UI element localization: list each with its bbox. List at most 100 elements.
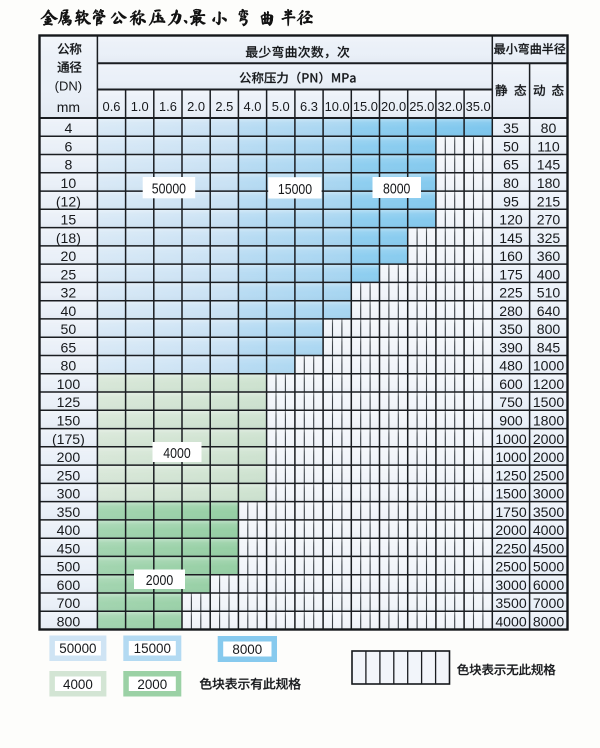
svg-text:480: 480: [499, 358, 523, 374]
svg-text:95: 95: [503, 193, 519, 209]
svg-text:350: 350: [499, 321, 523, 337]
svg-text:(18): (18): [56, 230, 81, 246]
svg-text:125: 125: [57, 394, 81, 410]
svg-text:1750: 1750: [495, 504, 527, 520]
svg-text:2000: 2000: [495, 522, 527, 538]
svg-text:200: 200: [57, 449, 81, 465]
svg-text:20: 20: [61, 248, 77, 264]
svg-text:3000: 3000: [495, 577, 527, 593]
svg-text:35.0: 35.0: [466, 99, 491, 114]
svg-text:800: 800: [57, 613, 81, 629]
svg-text:700: 700: [57, 595, 81, 611]
svg-text:600: 600: [57, 577, 81, 593]
svg-text:4: 4: [64, 120, 72, 136]
svg-text:2000: 2000: [533, 431, 565, 447]
svg-text:640: 640: [537, 303, 561, 319]
svg-text:50: 50: [61, 321, 77, 337]
svg-text:4000: 4000: [533, 522, 565, 538]
svg-text:500: 500: [57, 559, 81, 575]
svg-text:180: 180: [537, 175, 561, 191]
svg-text:2.5: 2.5: [215, 99, 233, 114]
svg-text:800: 800: [537, 321, 561, 337]
svg-text:65: 65: [503, 157, 519, 173]
svg-text:2.0: 2.0: [187, 99, 205, 114]
svg-text:110: 110: [537, 139, 560, 155]
svg-text:175: 175: [499, 266, 523, 282]
svg-text:2000: 2000: [146, 572, 173, 589]
svg-text:3500: 3500: [495, 595, 527, 611]
svg-text:5.0: 5.0: [272, 99, 290, 114]
svg-text:3000: 3000: [533, 486, 565, 502]
svg-text:1.6: 1.6: [159, 99, 177, 114]
svg-text:1250: 1250: [495, 467, 527, 483]
svg-text:2000: 2000: [137, 677, 167, 692]
svg-text:600: 600: [499, 376, 523, 392]
svg-text:2250: 2250: [495, 540, 527, 556]
svg-text:0.6: 0.6: [103, 99, 121, 114]
svg-text:15.0: 15.0: [353, 99, 378, 114]
svg-text:900: 900: [499, 413, 523, 429]
svg-text:390: 390: [499, 339, 523, 355]
svg-text:5000: 5000: [533, 559, 565, 575]
svg-text:20.0: 20.0: [381, 99, 406, 114]
svg-text:280: 280: [499, 303, 523, 319]
svg-text:145: 145: [499, 230, 523, 246]
svg-text:50000: 50000: [152, 181, 186, 198]
svg-text:25: 25: [61, 266, 77, 282]
svg-text:80: 80: [61, 358, 77, 374]
svg-text:750: 750: [499, 394, 523, 410]
svg-text:(175): (175): [52, 431, 85, 447]
svg-text:8000: 8000: [232, 642, 262, 657]
svg-text:325: 325: [537, 230, 561, 246]
svg-text:100: 100: [57, 376, 81, 392]
svg-text:35: 35: [503, 120, 519, 136]
svg-text:400: 400: [537, 266, 561, 282]
svg-text:8000: 8000: [533, 613, 565, 629]
svg-text:(12): (12): [56, 193, 81, 209]
svg-text:3500: 3500: [533, 504, 565, 520]
svg-text:360: 360: [537, 248, 561, 264]
svg-text:400: 400: [57, 522, 81, 538]
svg-text:1800: 1800: [533, 413, 565, 429]
svg-text:450: 450: [57, 540, 81, 556]
svg-text:10: 10: [61, 175, 77, 191]
svg-text:32.0: 32.0: [437, 99, 462, 114]
svg-text:80: 80: [541, 120, 557, 136]
svg-text:4000: 4000: [495, 613, 527, 629]
svg-text:2500: 2500: [495, 559, 527, 575]
svg-text:1000: 1000: [495, 431, 527, 447]
svg-text:1000: 1000: [495, 449, 527, 465]
svg-text:225: 225: [499, 285, 523, 301]
svg-text:1.0: 1.0: [131, 99, 149, 114]
svg-text:160: 160: [499, 248, 523, 264]
svg-text:145: 145: [537, 157, 561, 173]
svg-text:15: 15: [61, 212, 77, 228]
svg-text:300: 300: [57, 486, 81, 502]
svg-text:250: 250: [57, 467, 81, 483]
svg-text:510: 510: [537, 285, 561, 301]
svg-text:80: 80: [503, 175, 519, 191]
svg-text:50000: 50000: [59, 641, 96, 656]
svg-text:4000: 4000: [63, 677, 93, 692]
svg-text:7000: 7000: [533, 595, 565, 611]
svg-text:40: 40: [61, 303, 77, 319]
svg-text:270: 270: [537, 212, 561, 228]
svg-text:8000: 8000: [383, 181, 410, 198]
svg-text:(DN): (DN): [55, 78, 82, 93]
svg-text:32: 32: [61, 285, 77, 301]
svg-text:215: 215: [537, 193, 561, 209]
svg-text:mm: mm: [57, 99, 80, 115]
svg-text:4000: 4000: [163, 445, 190, 462]
svg-text:6: 6: [64, 139, 72, 155]
svg-text:150: 150: [57, 413, 81, 429]
svg-text:2000: 2000: [533, 449, 565, 465]
svg-text:6.3: 6.3: [300, 99, 318, 114]
svg-text:120: 120: [499, 212, 523, 228]
svg-text:10.0: 10.0: [325, 99, 350, 114]
svg-text:50: 50: [503, 139, 519, 155]
svg-text:4500: 4500: [533, 540, 565, 556]
svg-text:8: 8: [64, 157, 72, 173]
svg-text:65: 65: [61, 339, 77, 355]
svg-text:350: 350: [57, 504, 81, 520]
svg-text:15000: 15000: [278, 181, 312, 198]
